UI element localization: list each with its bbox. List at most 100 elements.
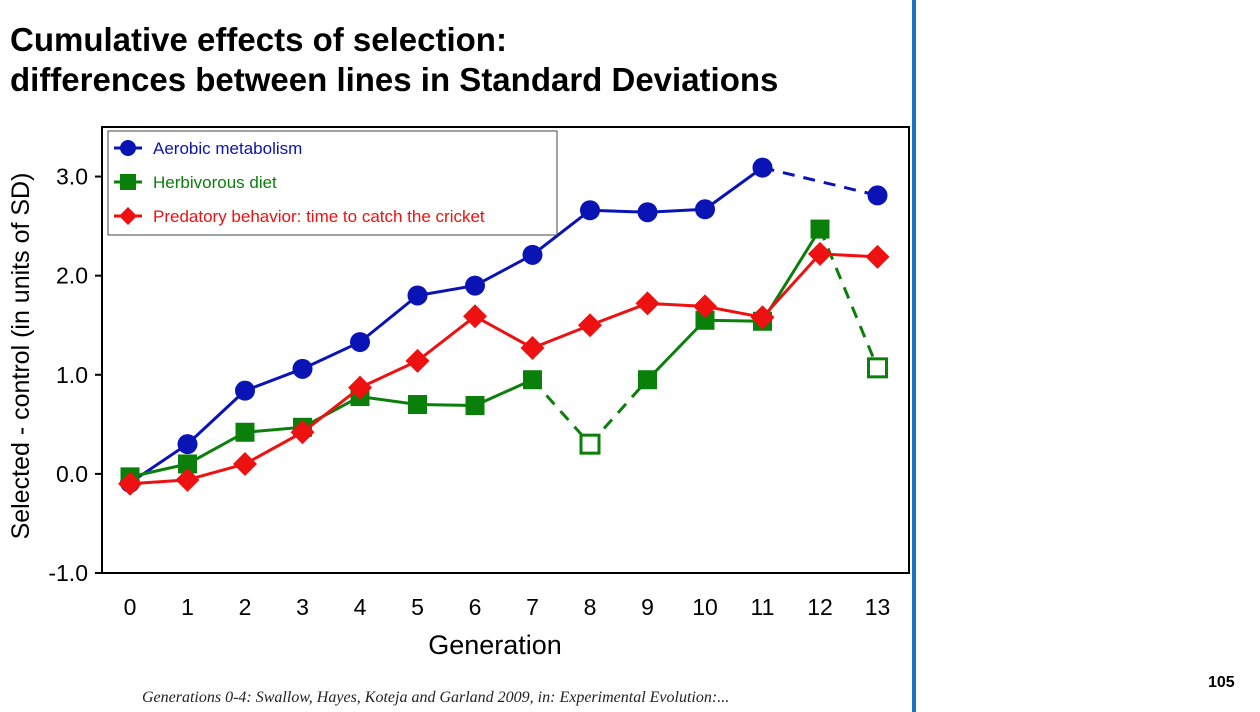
herbivorous-line-segment: [244, 425, 303, 434]
herbivorous-point: [579, 433, 601, 455]
aerobic-line-segment: [704, 166, 764, 211]
chart: -1.00.01.02.03.00 1 2 3 4 5 6 7 8 9 10 11 12 13Genera…: [7, 126, 910, 660]
page-number: 105: [1208, 674, 1235, 691]
y-tick-label: 0.0: [56, 461, 88, 487]
predatory-point: [865, 244, 890, 269]
legend-label-aerobic: Aerobic metabolism: [153, 139, 302, 158]
aerobic-point: [695, 199, 715, 220]
herbivorous-point: [235, 422, 255, 442]
predatory-point: [290, 420, 315, 445]
herbivorous-line-segment: [186, 430, 246, 466]
herbivorous-line-segment: [359, 395, 418, 406]
herbivorous-line-segment: [301, 395, 361, 429]
herbivorous-line-segment: [646, 319, 707, 381]
x-tick-label: 8: [584, 594, 597, 620]
aerobic-line-segment: [359, 294, 419, 344]
title-line-2: differences between lines in Standard De…: [10, 61, 779, 98]
herbivorous-point: [465, 396, 485, 416]
predatory-line-segment: [531, 323, 591, 350]
x-tick-label: 9: [641, 594, 654, 620]
predatory-line-segment: [474, 314, 534, 350]
predatory-point: [808, 241, 832, 266]
herbivorous-line-segment: [704, 318, 763, 323]
x-tick-label: 6: [469, 594, 482, 620]
herbivorous-dashed-segment: [818, 228, 879, 369]
aerobic-point: [350, 332, 370, 353]
herbivorous-point: [867, 357, 888, 379]
aerobic-point: [177, 434, 198, 455]
plot-frame: [101, 126, 910, 574]
herbivorous-line-segment: [417, 403, 476, 408]
legend-marker-aerobic: [120, 140, 136, 156]
predatory-line-segment: [187, 462, 246, 482]
herbivorous-line-segment: [474, 378, 534, 407]
aerobic-line-segment: [186, 389, 247, 446]
predatory-point: [578, 313, 602, 338]
aerobic-point: [465, 275, 485, 296]
y-tick-label: 1.0: [56, 362, 88, 388]
herbivorous-dashed-segment: [531, 378, 592, 446]
predatory-line-segment: [301, 386, 361, 434]
aerobic-point: [637, 202, 658, 223]
predatory-point: [520, 336, 545, 361]
aerobic-point: [752, 157, 773, 178]
x-tick-label: 13: [865, 594, 891, 620]
aerobic-dashed-segment: [762, 166, 878, 197]
predatory-point: [405, 348, 430, 373]
aerobic-point: [235, 380, 255, 401]
legend-label-predatory: Predatory behavior: time to catch the cr…: [153, 207, 485, 226]
slide-divider-line: [912, 0, 916, 712]
herbivorous-dashed-segment: [588, 378, 649, 446]
aerobic-point: [580, 200, 600, 221]
predatory-point: [463, 304, 487, 329]
predatory-line-segment: [416, 315, 476, 363]
predatory-line-segment: [589, 302, 649, 327]
herbivorous-point: [638, 370, 657, 390]
aerobic-point: [522, 244, 543, 265]
x-tick-label: 4: [354, 594, 367, 620]
aerobic-line-segment: [474, 253, 534, 287]
x-tick-label: 5: [411, 594, 424, 620]
herbivorous-point: [408, 395, 427, 415]
y-tick-label: -1.0: [48, 560, 88, 586]
x-tick-label: 12: [807, 594, 833, 620]
y-tick-label: 2.0: [56, 263, 88, 289]
predatory-point: [118, 471, 142, 496]
y-tick-label: 3.0: [56, 164, 88, 190]
predatory-point: [693, 294, 717, 319]
predatory-point: [233, 451, 257, 476]
predatory-point: [175, 467, 200, 492]
herbivorous-point: [523, 370, 542, 390]
x-tick-label: 1: [181, 594, 194, 620]
predatory-line-segment: [761, 252, 822, 319]
x-tick-label: 2: [239, 594, 252, 620]
x-axis-label: Generation: [428, 630, 562, 660]
slide-title: Cumulative effects of selection: differe…: [10, 20, 778, 100]
x-tick-label: 0: [124, 594, 137, 620]
predatory-line-segment: [359, 359, 419, 390]
x-tick-label: 10: [692, 594, 718, 620]
predatory-point: [750, 305, 775, 330]
legend-marker-predatory: [119, 207, 137, 225]
y-axis-label: Selected - control (in units of SD): [7, 173, 35, 540]
aerobic-point: [292, 358, 313, 379]
aerobic-line-segment: [301, 340, 361, 371]
aerobic-line-segment: [531, 209, 591, 257]
x-tick-label: 7: [526, 594, 539, 620]
aerobic-line-segment: [244, 367, 304, 393]
aerobic-point: [867, 185, 888, 206]
legend-label-herbivorous: Herbivorous diet: [153, 173, 277, 192]
legend-box: [107, 130, 558, 236]
legend-marker-herbivorous: [120, 174, 136, 190]
aerobic-point: [407, 285, 428, 306]
x-tick-label: 11: [751, 594, 775, 620]
predatory-line-segment: [244, 430, 304, 466]
predatory-point: [348, 375, 372, 400]
aerobic-line-segment: [129, 442, 189, 485]
predatory-point: [635, 291, 660, 316]
herbivorous-line-segment: [129, 462, 188, 479]
citation-text: Generations 0-4: Swallow, Hayes, Koteja …: [142, 689, 730, 706]
title-line-1: Cumulative effects of selection:: [10, 21, 507, 58]
herbivorous-point: [810, 219, 830, 239]
x-tick-label: 3: [296, 594, 309, 620]
